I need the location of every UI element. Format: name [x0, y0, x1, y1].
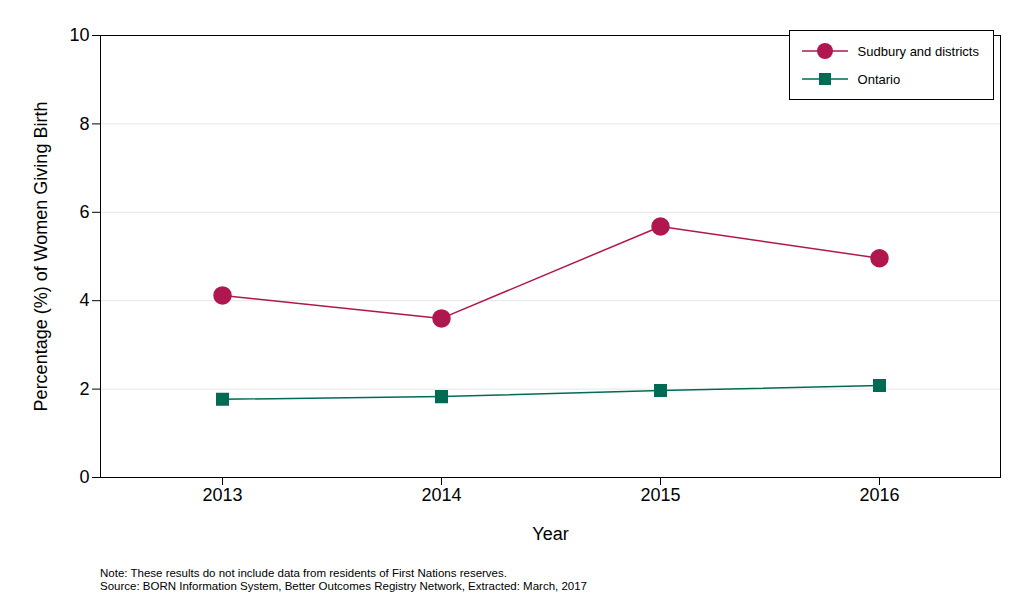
html-text:Sudbury and districts: Sudbury and districts: [857, 43, 979, 59]
svg-text:Percentage (%) of Women Giving: Percentage (%) of Women Giving Birth: [31, 102, 51, 412]
html-text:Ontario: Ontario: [857, 71, 901, 87]
html-text:Note: These results do not inc: Note: These results do not include data …: [100, 567, 507, 579]
svg-text:8: 8: [79, 114, 89, 134]
svg-text:2015: 2015: [640, 485, 680, 505]
html-text:Source: BORN Information Syste: Source: BORN Information System, Better …: [100, 580, 587, 592]
svg-text:2014: 2014: [421, 485, 461, 505]
svg-text:4: 4: [79, 290, 89, 310]
svg-text:10: 10: [69, 25, 89, 45]
svg-text:0: 0: [79, 467, 89, 487]
svg-text:2013: 2013: [202, 485, 242, 505]
svg-text:Year: Year: [532, 524, 568, 544]
svg-text:2: 2: [79, 379, 89, 399]
svg-text:2016: 2016: [859, 485, 899, 505]
svg-text:6: 6: [79, 202, 89, 222]
